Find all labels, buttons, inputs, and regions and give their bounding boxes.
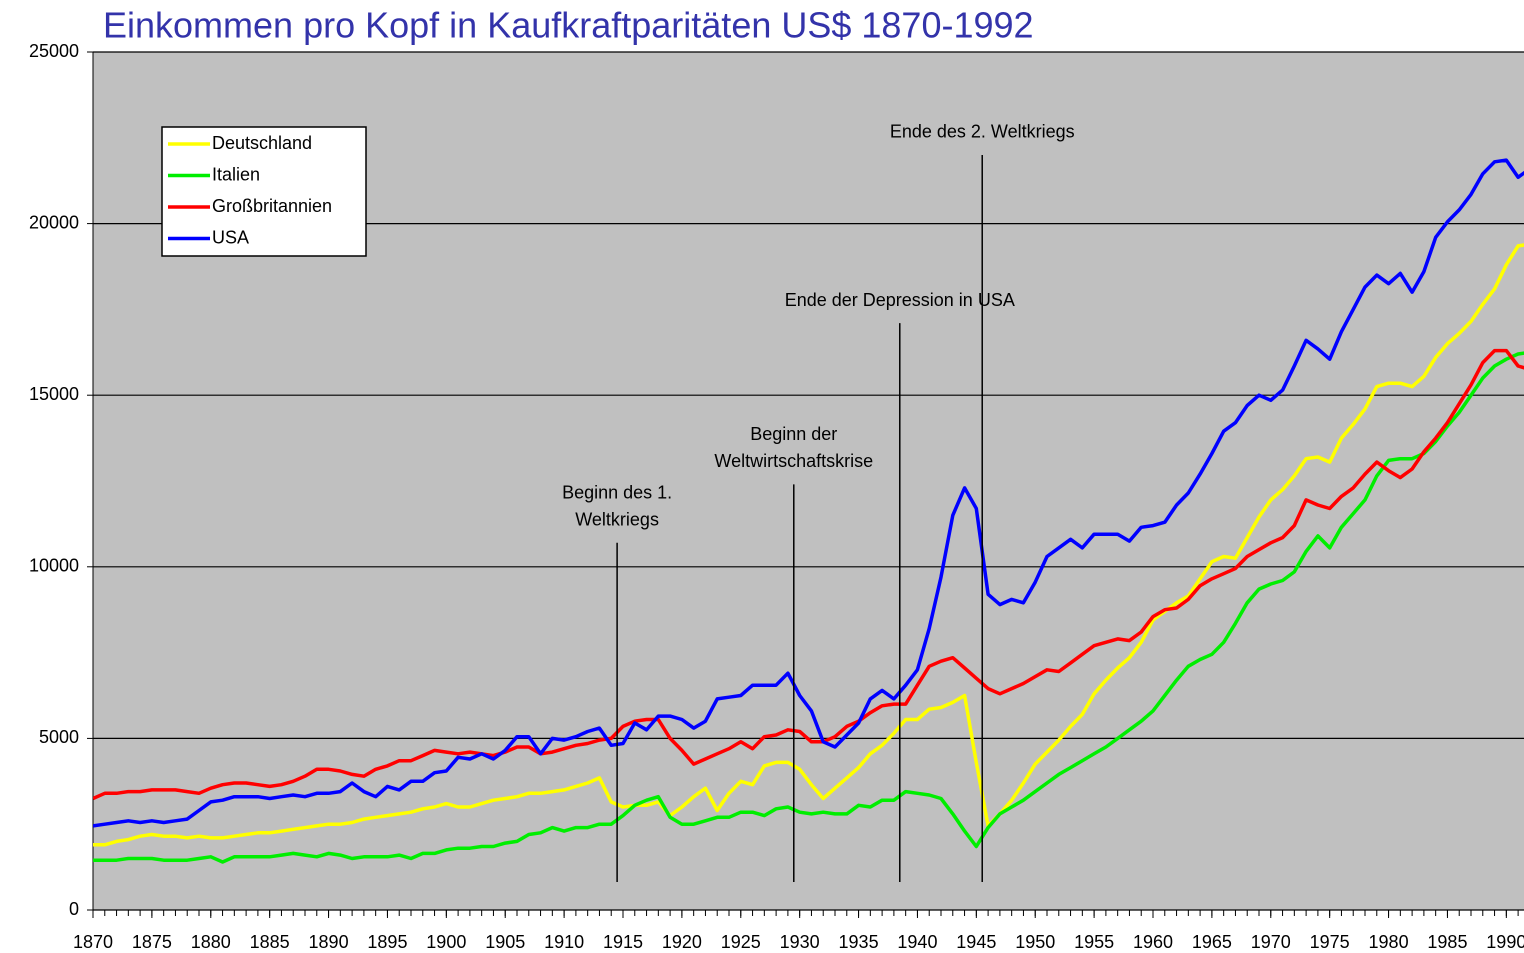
series-line xyxy=(93,243,1524,847)
grid: 0 5000 10000 15000 20000 25000 1870 1875 1880 188… xyxy=(29,41,1524,952)
annotation-text: Ende des 2. Weltkriegs xyxy=(890,122,1075,142)
x-tick-label: 1915 xyxy=(603,932,643,952)
x-tick-label: 1870 xyxy=(73,932,113,952)
x-tick-label: 1985 xyxy=(1427,932,1467,952)
series-line xyxy=(93,158,1524,828)
series-line xyxy=(93,351,1524,864)
x-tick-label: 1920 xyxy=(662,932,702,952)
x-tick-label: 1880 xyxy=(191,932,231,952)
legend: Deutschland Italien Großbritannien USA xyxy=(161,126,367,257)
legend-box xyxy=(161,126,367,257)
x-tick-label: 1875 xyxy=(132,932,172,952)
y-tick-label: 25000 xyxy=(29,41,79,61)
x-tick-label: 1925 xyxy=(721,932,761,952)
chart-title: Einkommen pro Kopf in Kaufkraftparitäten… xyxy=(103,5,1034,46)
x-tick-label: 1990 xyxy=(1486,932,1524,952)
x-tick-label: 1945 xyxy=(956,932,996,952)
x-tick-label: 1940 xyxy=(897,932,937,952)
x-tick-label: 1935 xyxy=(839,932,879,952)
lines xyxy=(93,158,1524,864)
x-tick-label: 1950 xyxy=(1015,932,1055,952)
annotation-text: Ende der Depression in USA xyxy=(785,290,1015,310)
series-line xyxy=(93,348,1524,801)
x-tick-label: 1970 xyxy=(1251,932,1291,952)
legend-label: Großbritannien xyxy=(212,196,332,216)
x-tick-label: 1980 xyxy=(1369,932,1409,952)
x-tick-label: 1930 xyxy=(780,932,820,952)
y-tick-label: 10000 xyxy=(29,556,79,576)
y-tick-label: 15000 xyxy=(29,384,79,404)
x-tick-label: 1955 xyxy=(1074,932,1114,952)
x-tick-label: 1900 xyxy=(426,932,466,952)
x-tick-label: 1905 xyxy=(485,932,525,952)
x-tick-label: 1910 xyxy=(544,932,584,952)
x-tick-label: 1890 xyxy=(309,932,349,952)
annotation-text: Weltkriegs xyxy=(575,510,659,530)
legend-label: Italien xyxy=(212,164,260,184)
y-tick-label: 5000 xyxy=(39,727,79,747)
x-tick-label: 1975 xyxy=(1310,932,1350,952)
legend-label: Deutschland xyxy=(212,133,312,153)
annotation-text: Weltwirtschaftskrise xyxy=(714,451,873,471)
annotation-text: Beginn der xyxy=(750,424,837,444)
y-tick-label: 20000 xyxy=(29,212,79,232)
annotations: Beginn des 1. Weltkriegs Beginn der Weltwir… xyxy=(562,122,1075,882)
annotation-text: Beginn des 1. xyxy=(562,483,672,503)
x-tick-label: 1960 xyxy=(1133,932,1173,952)
x-tick-label: 1965 xyxy=(1192,932,1232,952)
legend-label: USA xyxy=(212,227,249,247)
x-tick-label: 1885 xyxy=(250,932,290,952)
x-tick-label: 1895 xyxy=(367,932,407,952)
y-tick-label: 0 xyxy=(69,899,79,919)
